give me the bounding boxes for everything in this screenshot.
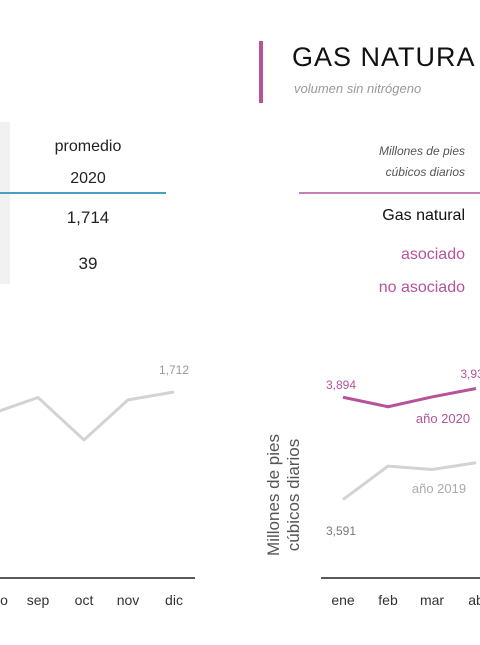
x-tick-label: ene	[331, 592, 355, 608]
row-label-asociado: asociado	[400, 246, 465, 263]
series-name-label: año 2020	[416, 411, 470, 426]
left-value-first: 1,714	[66, 208, 110, 227]
series-name-label: año 2019	[412, 481, 466, 496]
x-tick-label: sep	[27, 592, 50, 608]
series-line-0	[342, 387, 477, 409]
x-tick-label: feb	[378, 592, 398, 608]
x-tick-label: o	[0, 592, 8, 608]
data-label: 3,591	[326, 524, 356, 538]
series-line-0	[0, 390, 175, 442]
left-summary-panel	[0, 122, 10, 284]
left-header-divider	[0, 192, 166, 194]
x-tick-label: nov	[117, 592, 140, 608]
row-label-gas-natural: Gas natural	[382, 207, 465, 224]
x-tick-label: mar	[420, 592, 444, 608]
row-label-no-asociado: no asociado	[378, 279, 465, 296]
left-value-second: 39	[78, 254, 98, 273]
x-tick-label: oct	[75, 592, 94, 608]
left-column-year: 2020	[70, 170, 106, 187]
y-axis-label-line2: cúbicos diarios	[284, 439, 303, 551]
data-label: 3,894	[326, 378, 356, 392]
x-tick-label: dic	[165, 592, 183, 608]
x-tick-label: ab	[468, 592, 480, 608]
section-subtitle: volumen sin nitrógeno	[294, 81, 422, 96]
unit-label-line2: cúbicos diarios	[385, 165, 465, 179]
data-label: 3,93	[460, 367, 480, 381]
section-title: GAS NATURA	[292, 42, 476, 72]
y-axis-label-line1: Millones de pies	[264, 434, 283, 556]
right-line-chart: Millones de pies cúbicos diarios año 2020 a…	[264, 367, 480, 608]
right-header-divider	[299, 192, 480, 194]
series-line-1	[342, 461, 477, 501]
y-axis-label: Millones de pies cúbicos diarios	[264, 434, 303, 556]
left-column-header: promedio	[54, 138, 122, 155]
title-accent-bar	[259, 41, 263, 103]
unit-label-line1: Millones de pies	[378, 144, 465, 158]
left-line-chart: o sep oct nov dic 1,712	[0, 363, 195, 608]
data-label: 1,712	[159, 363, 189, 377]
